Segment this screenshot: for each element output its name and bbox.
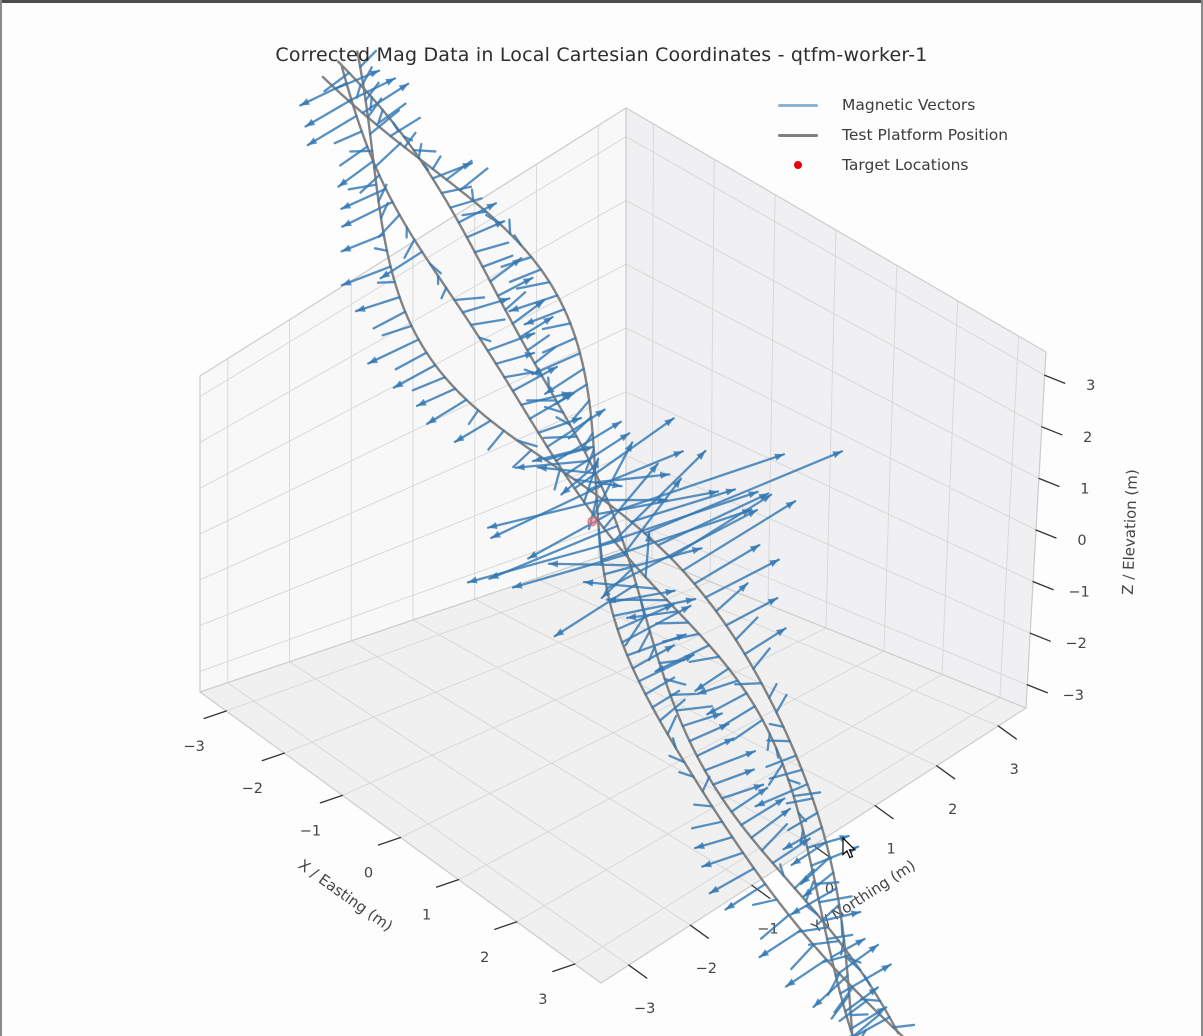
svg-text:−1: −1 [300, 823, 321, 839]
magnetic-vectors-line-swatch [778, 103, 834, 107]
svg-text:−3: −3 [183, 739, 204, 755]
svg-text:Z / Elevation (m): Z / Elevation (m) [1119, 469, 1141, 595]
legend: Magnetic Vectors Test Platform Position … [778, 90, 1008, 180]
legend-item-platform-position: Test Platform Position [778, 120, 1008, 150]
svg-text:3: 3 [1086, 378, 1095, 394]
svg-text:3: 3 [1010, 762, 1019, 778]
svg-text:0: 0 [1077, 533, 1086, 549]
svg-text:0: 0 [364, 866, 373, 882]
legend-item-magnetic-vectors: Magnetic Vectors [778, 90, 1008, 120]
svg-text:−2: −2 [242, 781, 263, 797]
svg-text:2: 2 [1083, 430, 1092, 446]
svg-text:−3: −3 [1063, 688, 1084, 704]
window-border-left [0, 0, 2, 1036]
svg-text:−2: −2 [1066, 636, 1087, 652]
svg-text:3: 3 [538, 992, 547, 1008]
window-border-top [0, 0, 1203, 3]
svg-text:0: 0 [825, 882, 834, 898]
target-locations-dot-swatch [778, 161, 834, 169]
window-border-right [1201, 0, 1203, 1036]
svg-text:−2: −2 [696, 961, 717, 977]
legend-label: Test Platform Position [842, 126, 1009, 144]
legend-item-target-locations: Target Locations [778, 150, 1008, 180]
svg-text:1: 1 [886, 842, 895, 858]
svg-text:2: 2 [480, 950, 489, 966]
svg-text:X / Easting (m): X / Easting (m) [295, 856, 396, 935]
svg-text:−1: −1 [1068, 585, 1089, 601]
legend-label: Target Locations [842, 156, 969, 174]
svg-text:2: 2 [948, 802, 957, 818]
svg-text:1: 1 [422, 908, 431, 924]
svg-text:1: 1 [1080, 481, 1089, 497]
svg-text:−1: −1 [757, 921, 778, 937]
chart-title: Corrected Mag Data in Local Cartesian Co… [275, 44, 928, 66]
svg-text:−3: −3 [634, 1001, 655, 1017]
legend-label: Magnetic Vectors [842, 96, 976, 114]
platform-position-line-swatch [778, 133, 834, 137]
